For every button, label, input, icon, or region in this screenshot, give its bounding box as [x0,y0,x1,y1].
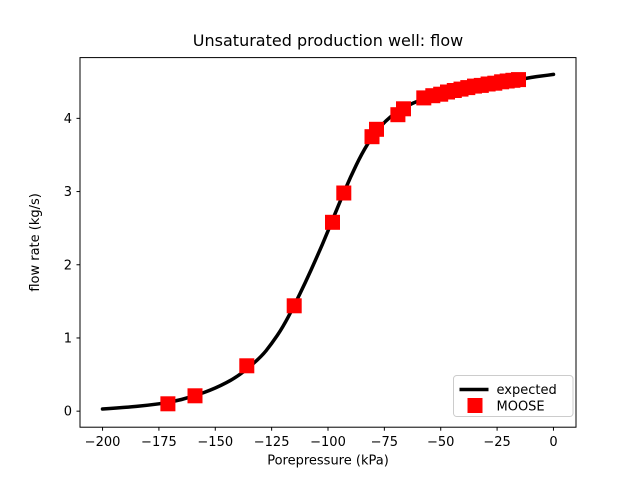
x-tick-label: −200 [85,435,121,450]
x-tick-label: 0 [549,435,557,450]
x-tick-label: −75 [371,435,398,450]
moose-data-marker [239,358,255,374]
x-tick-label: −125 [254,435,290,450]
moose-data-marker [396,101,411,117]
chart-title: Unsaturated production well: flow [193,31,463,50]
x-axis-label: Porepressure (kPa) [267,454,389,469]
moose-marker-series [160,72,526,412]
y-tick-label: 2 [64,258,72,273]
x-tick-label: −25 [483,435,510,450]
y-tick-label: 3 [64,185,72,200]
moose-data-marker [336,185,352,201]
moose-data-marker [325,214,340,230]
axes-frame [79,57,577,428]
y-axis-tick-labels: 0 1 2 3 4 [64,112,72,420]
expected-line-series [100,72,556,411]
x-tick-label: −100 [310,435,346,450]
legend-square-swatch [467,398,483,413]
x-axis-tick-labels: −200 −175 −150 −125 −100 −75 −50 −25 0 [85,435,558,450]
y-axis-label: flow rate (kg/s) [28,193,43,292]
legend: expected MOOSE [453,375,574,417]
x-axis-ticks [102,427,554,431]
y-tick-label: 1 [64,331,72,346]
expected-curve [100,72,556,411]
legend-label-expected: expected [497,383,557,398]
x-tick-label: −175 [141,435,177,450]
y-tick-label: 4 [64,112,72,127]
y-tick-label: 0 [64,405,72,420]
legend-box [453,375,574,417]
moose-data-marker [511,72,526,88]
x-tick-label: −150 [197,435,233,450]
x-tick-label: −50 [427,435,454,450]
moose-data-marker [369,121,384,137]
moose-data-marker [160,396,176,412]
legend-label-moose: MOOSE [497,400,545,415]
moose-data-marker [187,388,203,404]
y-axis-ticks [76,117,80,412]
moose-data-marker [286,298,302,314]
